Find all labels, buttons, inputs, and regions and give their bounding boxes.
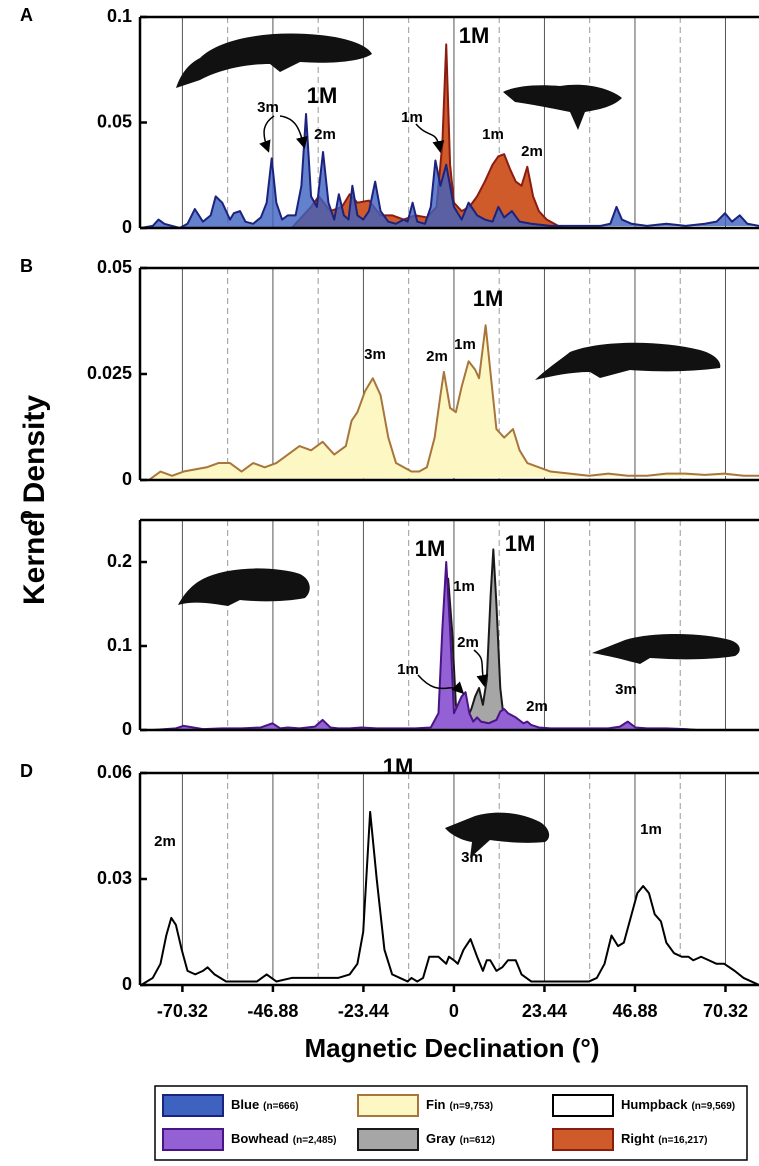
annotation: 1M (307, 83, 338, 108)
legend-swatch (357, 1094, 419, 1117)
legend-swatch (162, 1128, 224, 1151)
legend-name: Humpback (621, 1097, 688, 1112)
whale-silhouettes (176, 33, 740, 858)
legend-label: Bowhead (n=2,485) (231, 1131, 336, 1146)
annotation: 3m (615, 681, 637, 698)
panel: 0 0.025 0.05 B 3m 2m 1m 1M (20, 256, 759, 489)
y-axis-title: Kernel Density (18, 395, 51, 605)
arrow (259, 115, 275, 153)
whale-icon (535, 342, 721, 380)
y-tick-label: 0.06 (97, 762, 132, 782)
panel-label: C (20, 508, 33, 528)
y-tick-label: 0.2 (107, 551, 132, 571)
annotation: 1M (473, 286, 504, 311)
annotation: 3m (461, 849, 483, 866)
legend-count: (n=16,217) (658, 1135, 707, 1146)
legend-count: (n=9,753) (450, 1101, 494, 1112)
legend-swatch (357, 1128, 419, 1151)
legend-label: Blue (n=666) (231, 1097, 298, 1112)
annotation: 1m (482, 126, 504, 143)
arrow (279, 115, 308, 149)
legend-label: Right (n=16,217) (621, 1131, 707, 1146)
annotation: 2m (426, 348, 448, 365)
annotation: 1m (454, 336, 476, 353)
arrow (417, 674, 465, 695)
x-tick-label: -46.88 (247, 1001, 298, 1021)
density-area (140, 113, 759, 229)
panel-label: D (20, 761, 33, 781)
density-area (140, 810, 759, 986)
legend-count: (n=9,569) (691, 1101, 735, 1112)
annotation: 1M (505, 531, 536, 556)
panel-label: B (20, 256, 33, 276)
y-tick-label: 0 (122, 974, 132, 994)
whale-icon (445, 812, 550, 858)
x-tick-label: 46.88 (612, 1001, 657, 1021)
y-tick-label: 0 (122, 469, 132, 489)
annotation: 1m (401, 109, 423, 126)
x-tick-label: -70.32 (157, 1001, 208, 1021)
y-tick-label: 0.1 (107, 635, 132, 655)
y-tick-label: 0.025 (87, 363, 132, 383)
panel: -70.32 -46.88 -23.44 0 23.44 46.88 70.32 0 0.03 0… (20, 754, 759, 1021)
legend-label: Gray (n=612) (426, 1131, 495, 1146)
y-tick-label: 0 (122, 719, 132, 739)
density-area (437, 548, 513, 731)
legend-box (154, 1085, 748, 1161)
annotation: 1M (459, 23, 490, 48)
legend-name: Fin (426, 1097, 446, 1112)
legend-name: Gray (426, 1131, 456, 1146)
arrow (415, 123, 445, 153)
legend-name: Right (621, 1131, 655, 1146)
whale-icon (592, 634, 740, 664)
legend-count: (n=612) (460, 1135, 495, 1146)
x-tick-label: -23.44 (338, 1001, 389, 1021)
y-tick-label: 0.1 (107, 6, 132, 26)
annotation: 1m (640, 821, 662, 838)
y-tick-label: 0.05 (97, 257, 132, 277)
density-area (152, 561, 698, 731)
legend-name: Bowhead (231, 1131, 289, 1146)
legend-swatch (552, 1128, 614, 1151)
annotation: 1M (415, 536, 446, 561)
annotation: 1m (453, 578, 475, 595)
legend-swatch (162, 1094, 224, 1117)
annotation: 3m (257, 99, 279, 116)
legend-count: (n=666) (263, 1101, 298, 1112)
legend-label: Humpback (n=9,569) (621, 1097, 735, 1112)
panel-label: A (20, 5, 33, 25)
legend-swatch (552, 1094, 614, 1117)
annotation: 1M (383, 754, 414, 779)
y-tick-label: 0 (122, 217, 132, 237)
panel: 0 0.05 0.1 A 3m 1M 2m 1m 1M 1m 2m (20, 5, 759, 237)
x-tick-label: 70.32 (703, 1001, 748, 1021)
legend-count: (n=2,485) (293, 1135, 337, 1146)
whale-icon (176, 33, 372, 88)
plot-layers: 0 0.05 0.1 A 3m 1M 2m 1m 1M 1m 2m 0 0.025 0.05 B 3m 2m 1m… (20, 5, 759, 1021)
y-tick-label: 0.05 (97, 111, 132, 131)
panel: 0 0.1 0.2 C 1M 1m 1M 1m 2m 2m 3m (20, 508, 759, 739)
arrow (473, 649, 489, 687)
annotation: 2m (526, 698, 548, 715)
legend-name: Blue (231, 1097, 259, 1112)
legend: Blue (n=666) Fin (n=9,753) Humpback (n=9,569)… (154, 1085, 748, 1161)
annotation-arrows (259, 115, 489, 695)
density-area (148, 324, 759, 481)
annotation: 2m (521, 143, 543, 160)
annotation: 1m (397, 661, 419, 678)
annotation: 2m (154, 833, 176, 850)
whale-icon (178, 568, 310, 606)
annotation: 2m (314, 126, 336, 143)
x-tick-label: 0 (449, 1001, 459, 1021)
y-tick-label: 0.03 (97, 868, 132, 888)
x-axis-title: Magnetic Declination (°) (305, 1033, 600, 1063)
whale-icon (503, 84, 622, 130)
legend-label: Fin (n=9,753) (426, 1097, 493, 1112)
density-area (291, 43, 563, 229)
x-tick-label: 23.44 (522, 1001, 567, 1021)
annotation: 3m (364, 346, 386, 363)
annotation: 2m (457, 634, 479, 651)
